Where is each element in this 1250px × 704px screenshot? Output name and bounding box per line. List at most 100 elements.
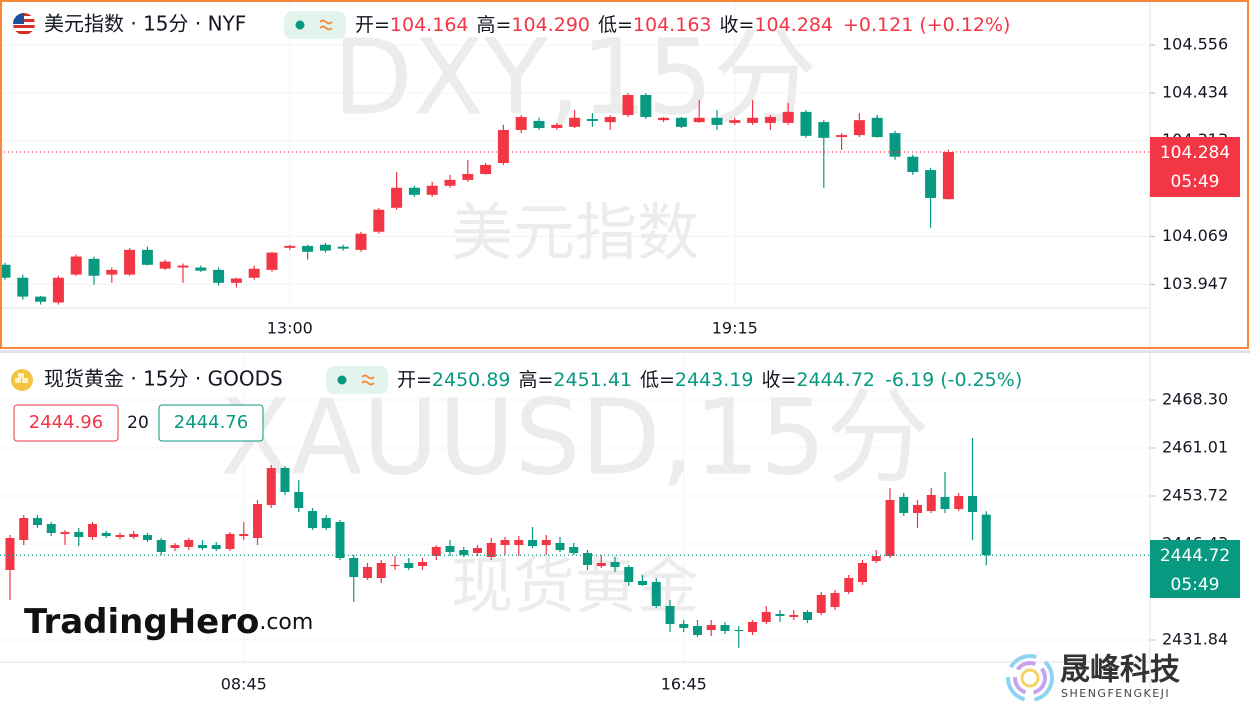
candle-body	[248, 268, 260, 278]
candle-body	[88, 258, 100, 276]
candle-body	[35, 296, 47, 302]
candle-body	[101, 532, 111, 537]
candle-body	[569, 547, 579, 553]
candle-body	[515, 117, 527, 130]
ohlc-label: 开=	[355, 14, 390, 36]
candle-body	[711, 117, 723, 125]
y-tick-label: 2468.30	[1162, 390, 1228, 409]
symbol-title[interactable]: 现货黄金 · 15分 · GOODS	[44, 367, 283, 391]
candle-body	[551, 124, 563, 129]
y-tick-label: 104.069	[1162, 226, 1228, 245]
candle-body	[376, 563, 386, 579]
candle-body	[775, 614, 785, 616]
candle-body	[280, 468, 290, 492]
candle-body	[942, 151, 954, 200]
ohlc-label: 开=	[397, 369, 432, 391]
change-label: -6.19 (-0.25%)	[885, 369, 1022, 391]
candle-body	[836, 135, 848, 138]
status-pill[interactable]	[326, 366, 388, 394]
ohlc-value: 2443.19	[675, 369, 754, 391]
candle-body	[284, 245, 296, 248]
ohlc-legend: 开=2450.89 高=2451.41 低=2443.19 收=2444.72 -6.1…	[397, 369, 1022, 391]
candle-body	[889, 133, 901, 157]
candle-body	[885, 500, 895, 557]
candle-body	[514, 540, 524, 546]
brand-tld: .com	[259, 610, 313, 635]
candle-body	[33, 517, 42, 526]
candle-body	[747, 117, 759, 123]
candle-body	[390, 564, 400, 567]
ohlc-value: 2451.41	[553, 369, 632, 391]
candle-body	[500, 540, 510, 546]
candle-body	[706, 625, 716, 631]
candle-body	[198, 545, 207, 548]
candle-body	[761, 611, 771, 622]
candle-body	[926, 495, 936, 512]
candle-body	[404, 563, 414, 569]
candle-body	[52, 277, 64, 303]
candle-body	[373, 209, 385, 232]
x-tick-label: 13:00	[267, 319, 313, 338]
y-tick-label: 2461.01	[1162, 438, 1228, 457]
candle-body	[308, 511, 317, 528]
candle-body	[830, 593, 840, 607]
candle-body	[818, 122, 830, 138]
candle-body	[156, 540, 166, 553]
candle-body	[604, 117, 616, 123]
candle-body	[444, 179, 456, 186]
candle-body	[541, 540, 551, 546]
candle-body	[266, 252, 278, 270]
candle-body	[640, 94, 652, 118]
candle-body	[0, 264, 11, 278]
last-price-tag	[1150, 540, 1240, 598]
countdown-label: 05:49	[1171, 575, 1220, 595]
candle-body	[266, 468, 276, 506]
candle-body	[462, 173, 474, 180]
candle-body	[899, 496, 909, 513]
company-logo-mark	[1006, 654, 1054, 702]
candle-body	[954, 495, 964, 510]
candle-body	[789, 615, 799, 617]
ohlc-value: 104.290	[511, 14, 590, 36]
candle-body	[782, 111, 794, 123]
candle-body	[803, 611, 812, 621]
candle-body	[486, 542, 496, 558]
ask-price[interactable]: 2444.76	[174, 412, 248, 433]
active-pane-border	[0, 0, 1249, 349]
candle-body	[46, 524, 56, 533]
candle-body	[391, 187, 403, 208]
symbol-title[interactable]: 美元指数 · 15分 · NYF	[44, 12, 246, 36]
candle-body	[355, 233, 367, 250]
ohlc-value: 104.164	[390, 14, 469, 36]
candle-body	[555, 542, 565, 551]
candle-body	[363, 567, 372, 579]
status-pill[interactable]	[284, 11, 346, 39]
candle-body	[913, 505, 922, 513]
ask-box[interactable]	[158, 404, 264, 442]
candle-body	[431, 547, 441, 557]
candle-body	[170, 545, 180, 548]
ohlc-label: 高=	[477, 14, 512, 36]
candle-body	[871, 556, 881, 562]
candle-body	[337, 246, 349, 249]
x-tick-label: 16:45	[661, 675, 707, 694]
candle-body	[693, 117, 705, 123]
candle-body	[159, 261, 171, 269]
candle-body	[445, 546, 455, 553]
gold-icon	[11, 369, 33, 391]
candle-body	[17, 277, 29, 297]
countdown-label: 05:49	[1171, 172, 1220, 192]
us-flag-icon	[13, 13, 35, 35]
candle-body	[679, 624, 689, 628]
company-pinyin: SHENGFENGKEJI	[1061, 687, 1170, 700]
candle-body	[459, 550, 469, 555]
watermark-name: 现货黄金	[451, 549, 699, 622]
candle-body	[294, 491, 304, 509]
candle-body	[658, 117, 670, 121]
candle-body	[622, 94, 634, 116]
bid-box[interactable]	[13, 404, 119, 442]
bid-price[interactable]: 2444.96	[29, 412, 103, 433]
ohlc-label: 收=	[762, 369, 797, 391]
ohlc-legend: 开=104.164 高=104.290 低=104.163 收=104.284 +0.1…	[355, 14, 1010, 36]
